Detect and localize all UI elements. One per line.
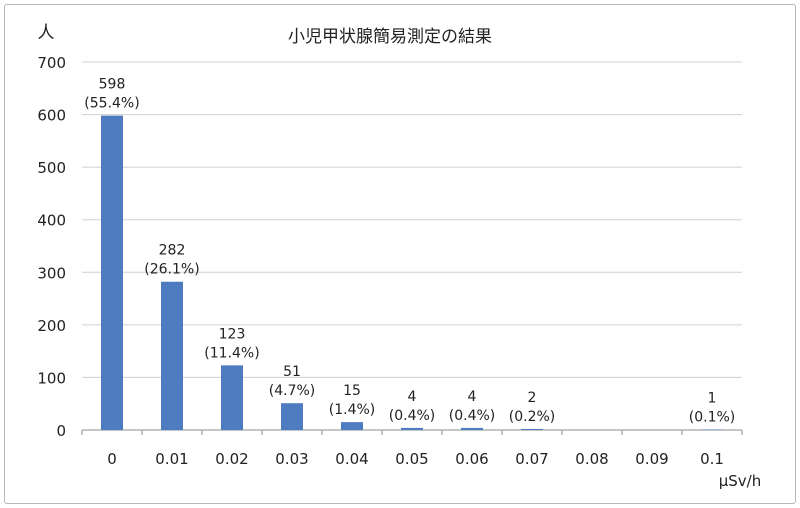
x-tick-label: 0.01 — [155, 450, 188, 468]
y-tick-label: 100 — [37, 369, 66, 387]
data-label-percent: (4.7%) — [269, 383, 316, 399]
data-labels: 598 (55.4%) 282 (26.1%) 123 (11.4%) 51 (4.7%) 15… — [84, 77, 735, 426]
data-label-percent: (55.4%) — [84, 96, 139, 112]
x-tick-label: 0.08 — [575, 450, 608, 468]
bars — [101, 115, 723, 430]
x-tick-label: 0.05 — [395, 450, 428, 468]
y-tick-label: 300 — [37, 264, 66, 282]
data-label-value: 282 — [159, 243, 186, 259]
y-tick-label: 600 — [37, 107, 66, 125]
x-tick-label: 0.09 — [635, 450, 668, 468]
x-tick-label: 0.03 — [275, 450, 308, 468]
bar — [281, 403, 303, 430]
data-label-value: 51 — [283, 364, 301, 380]
bar — [341, 422, 363, 430]
x-tick-label: 0.04 — [335, 450, 368, 468]
x-tick-label: 0.1 — [700, 450, 724, 468]
data-label-value: 2 — [528, 390, 537, 406]
chart-title: 小児甲状腺簡易測定の結果 — [288, 27, 492, 47]
x-tick-label: 0.07 — [515, 450, 548, 468]
data-label-percent: (26.1%) — [144, 262, 199, 278]
data-label-value: 4 — [468, 389, 477, 405]
y-tick-label: 0 — [56, 422, 66, 440]
x-tick-labels: 0 0.01 0.02 0.03 0.04 0.05 0.06 0.07 0.08 0.09 0.1 — [107, 450, 724, 468]
x-axis-label: μSv/h — [719, 472, 762, 490]
x-tick-label: 0 — [107, 450, 117, 468]
grid-lines — [81, 61, 743, 435]
data-label-value: 4 — [408, 389, 417, 405]
data-label-value: 1 — [708, 390, 717, 406]
y-tick-label: 400 — [37, 212, 66, 230]
data-label-value: 123 — [219, 326, 246, 342]
data-label-percent: (0.4%) — [449, 408, 496, 424]
data-label-percent: (0.2%) — [509, 409, 556, 425]
bar — [701, 429, 723, 430]
data-label-percent: (11.4%) — [204, 345, 259, 361]
x-tick-label: 0.02 — [215, 450, 248, 468]
y-tick-label: 700 — [37, 54, 66, 72]
bar — [161, 281, 183, 430]
y-tick-label: 500 — [37, 159, 66, 177]
y-axis-label: 人 — [38, 23, 55, 43]
x-tick-label: 0.06 — [455, 450, 488, 468]
data-label-value: 15 — [343, 383, 361, 399]
bar — [401, 427, 423, 430]
bar — [461, 427, 483, 430]
data-label-value: 598 — [99, 77, 126, 93]
chart-frame — [4, 4, 796, 504]
data-label-percent: (1.4%) — [329, 402, 376, 418]
y-tick-label: 200 — [37, 317, 66, 335]
bar — [221, 365, 243, 430]
bar — [521, 428, 543, 430]
data-label-percent: (0.1%) — [689, 409, 736, 425]
data-label-percent: (0.4%) — [389, 408, 436, 424]
bar — [101, 115, 123, 430]
y-tick-labels: 0 100 200 300 400 500 600 700 — [37, 54, 66, 440]
